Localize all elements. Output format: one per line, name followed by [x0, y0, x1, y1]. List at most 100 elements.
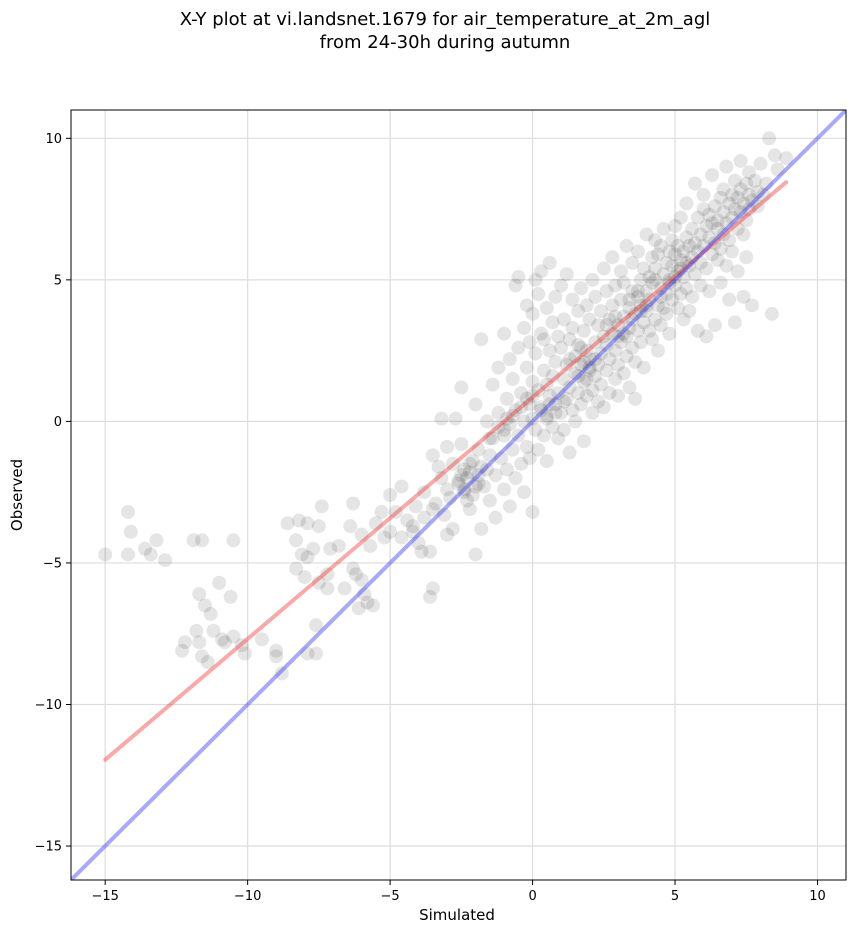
scatter-point [320, 581, 335, 596]
scatter-point [619, 349, 634, 364]
scatter-point [645, 275, 660, 290]
scatter-point [517, 485, 532, 500]
scatter-point [750, 185, 765, 200]
scatter-point [673, 253, 688, 268]
scatter-point [562, 380, 577, 395]
scatter-point [460, 471, 475, 486]
scatter-point [562, 445, 577, 460]
scatter-point [642, 323, 657, 338]
scatter-point [556, 312, 571, 327]
scatter-point [702, 207, 717, 222]
scatter-point [633, 298, 648, 313]
scatter-point [653, 318, 668, 333]
scatter-point [648, 261, 663, 276]
scatter-point [679, 230, 694, 245]
scatter-point [730, 190, 745, 205]
scatter-point [451, 473, 466, 488]
scatter-point [719, 159, 734, 174]
scatter-point [668, 219, 683, 234]
scatter-point [682, 303, 697, 318]
scatter-point [673, 287, 688, 302]
scatter-point [622, 301, 637, 316]
scatter-point [525, 306, 540, 321]
scatter-point [716, 204, 731, 219]
scatter-point [545, 369, 560, 384]
plot-frame [70, 109, 847, 881]
scatter-point [659, 287, 674, 302]
scatter-point [611, 357, 626, 372]
scatter-point [300, 646, 315, 661]
scatter-point [454, 468, 469, 483]
scatter-point [668, 278, 683, 293]
scatter-point [608, 309, 623, 324]
grid-lines [71, 110, 846, 880]
scatter-point [648, 272, 663, 287]
scatter-point [579, 343, 594, 358]
scatter-point [571, 386, 586, 401]
scatter-point [497, 326, 512, 341]
scatter-point [414, 544, 429, 559]
scatter-point [505, 371, 520, 386]
scatter-point [522, 451, 537, 466]
scatter-point [471, 442, 486, 457]
scatter-point [613, 335, 628, 350]
scatter-point [408, 499, 423, 514]
scatter-point [727, 202, 742, 217]
x-tick-label: 0 [528, 889, 536, 904]
scatter-point [767, 148, 782, 163]
scatter-point [682, 258, 697, 273]
scatter-point [502, 499, 517, 514]
scatter-point [602, 386, 617, 401]
scatter-point [593, 346, 608, 361]
scatter-point [499, 391, 514, 406]
scatter-point [536, 428, 551, 443]
scatter-point [673, 261, 688, 276]
y-axis-label: Observed [8, 459, 26, 531]
scatter-point [582, 363, 597, 378]
scatter-point [690, 210, 705, 225]
x-tick-label: 10 [809, 889, 826, 904]
scatter-point [217, 635, 232, 650]
scatter-point [123, 524, 138, 539]
scatter-point [668, 247, 683, 262]
scatter-point [650, 298, 665, 313]
scatter-point [611, 388, 626, 403]
scatter-points [98, 131, 794, 681]
scatter-point [759, 176, 774, 191]
scatter-point [294, 547, 309, 562]
scatter-point [670, 238, 685, 253]
scatter-point [679, 196, 694, 211]
scatter-point [679, 255, 694, 270]
scatter-point [611, 329, 626, 344]
scatter-point [177, 635, 192, 650]
scatter-point [497, 428, 512, 443]
y-tick-label: 5 [54, 273, 62, 288]
scatter-point [337, 581, 352, 596]
scatter-point [485, 431, 500, 446]
scatter-point [448, 411, 463, 426]
scatter-point [750, 199, 765, 214]
scatter-point [565, 320, 580, 335]
scatter-point [662, 326, 677, 341]
scatter-point [608, 343, 623, 358]
scatter-point [585, 383, 600, 398]
scatter-point [725, 210, 740, 225]
scatter-point [474, 521, 489, 536]
scatter-point [237, 646, 252, 661]
scatter-point [687, 236, 702, 251]
scatter-point [468, 547, 483, 562]
scatter-point [143, 547, 158, 562]
scatter-point [622, 292, 637, 307]
scatter-point [625, 284, 640, 299]
scatter-point [539, 301, 554, 316]
scatter-point [215, 632, 230, 647]
scatter-point [269, 643, 284, 658]
scatter-point [354, 527, 369, 542]
scatter-point [437, 507, 452, 522]
scatter-point [722, 233, 737, 248]
scatter-point [574, 340, 589, 355]
scatter-point [762, 131, 777, 146]
scatter-point [565, 292, 580, 307]
